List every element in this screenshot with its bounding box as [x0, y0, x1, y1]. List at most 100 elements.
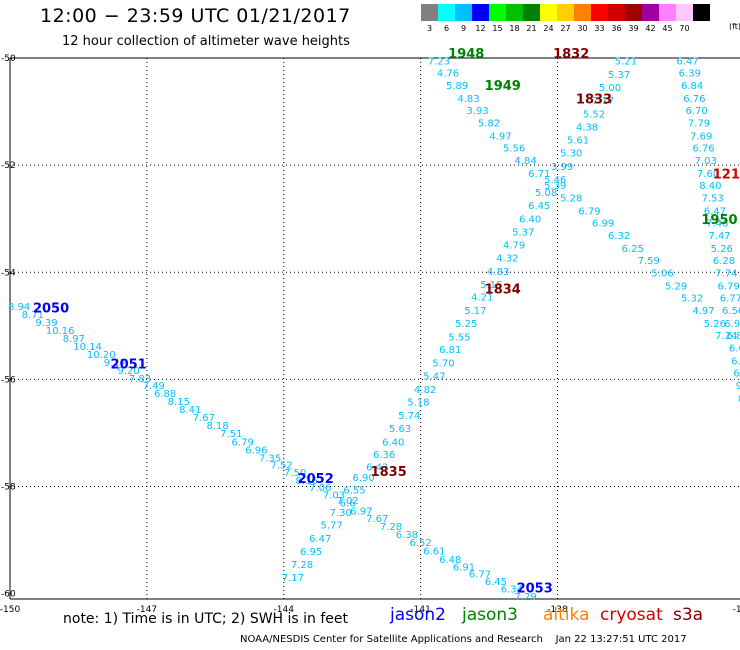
lon-tick-label: -141	[410, 605, 430, 615]
color-scale-bin: 9	[455, 4, 472, 33]
lat-tick-label: -52	[1, 161, 16, 171]
color-scale-label: 9	[460, 24, 467, 33]
wave-height-value: 8.97	[63, 334, 85, 345]
wave-height-value: 7.30	[330, 508, 352, 519]
wave-height-value: 7.28	[291, 560, 313, 571]
color-scale-label: 42	[645, 24, 656, 33]
color-swatch	[472, 4, 489, 21]
wave-height-value: 6.91	[453, 563, 475, 574]
pass-time-label: 1832	[553, 47, 589, 62]
legend-item-s3a: s3a	[673, 605, 704, 625]
legend-item-altika: altika	[543, 605, 590, 625]
wave-height-value: 7.47	[708, 231, 730, 242]
wave-height-value: 5.15	[480, 280, 502, 291]
color-swatch	[421, 4, 438, 21]
color-swatch	[574, 4, 591, 21]
color-scale: 3 6 9 12 15 18 21 24 27 30 33 36 39 42 45 70	[421, 4, 710, 33]
color-scale-bin	[693, 4, 710, 33]
pass-time-label: 2051	[111, 358, 147, 373]
wave-height-value: 6.28	[713, 256, 735, 267]
wave-height-value: 6.71	[528, 169, 550, 180]
wave-height-value: 5.17	[464, 306, 486, 317]
pass-time-label: 121	[713, 168, 740, 183]
wave-height-value: 5.08	[535, 188, 557, 199]
color-scale-label: 33	[594, 24, 605, 33]
wave-height-value: 7.51	[220, 429, 242, 440]
wave-height-value: 5.61	[567, 136, 589, 147]
footnote: note: 1) Time is in UTC; 2) SWH is in fe…	[63, 611, 349, 627]
color-scale-bin: 45	[659, 4, 676, 33]
color-scale-label: 27	[560, 24, 571, 33]
wave-height-value: 7.67	[193, 413, 215, 424]
color-scale-label: 45	[662, 24, 673, 33]
wave-height-value: 6.6	[340, 498, 356, 509]
color-swatch	[642, 4, 659, 21]
color-scale-label: 21	[526, 24, 537, 33]
color-scale-bin: 3	[421, 4, 438, 33]
wave-height-value: 6.95	[300, 547, 322, 558]
wave-height-value: 6.88	[154, 389, 176, 400]
wave-height-value: 7.79	[688, 119, 710, 130]
wave-height-value: 5.26	[704, 319, 726, 330]
wave-height-value: 6.45	[485, 577, 507, 588]
wave-height-value: 7.46	[706, 219, 728, 230]
wave-height-value: 5.82	[478, 119, 500, 130]
wave-height-value: 6.79	[578, 206, 600, 217]
wave-height-value: 5.37	[608, 70, 630, 81]
color-scale-bin: 21	[523, 4, 540, 33]
wave-height-value: 6.77	[720, 294, 740, 305]
wave-height-value: 6.68	[729, 344, 740, 355]
wave-height-value: 6.48	[439, 555, 461, 566]
lon-tick-label: -150	[0, 605, 20, 615]
color-swatch	[455, 4, 472, 21]
wave-height-value: 9.39	[35, 318, 57, 329]
wave-height-value: 6.47	[309, 534, 331, 545]
color-swatch	[489, 4, 506, 21]
wave-height-value: 6.81	[439, 345, 461, 356]
color-scale-label: 6	[443, 24, 450, 33]
wave-height-value: 8.15	[168, 397, 190, 408]
wave-height-value: 7.17	[592, 96, 614, 107]
wave-height-value: 6.47	[704, 206, 726, 217]
wave-height-value: 5.18	[407, 398, 429, 409]
wave-height-value: 5.52	[583, 109, 605, 120]
wave-height-value: 5.06	[651, 269, 673, 280]
wave-height-value: 5.63	[389, 424, 411, 435]
wave-height-value: 4.38	[576, 122, 598, 133]
wave-height-value: 5.32	[681, 294, 703, 305]
wave-height-value: 7.52	[270, 460, 292, 471]
lon-tick-label: -13	[733, 605, 740, 615]
color-scale-bin: 30	[574, 4, 591, 33]
wave-height-value: 6.32	[608, 231, 630, 242]
color-swatch	[608, 4, 625, 21]
color-swatch	[693, 4, 710, 21]
wave-height-value: 6.45	[528, 201, 550, 212]
color-scale-bin: 18	[506, 4, 523, 33]
wave-height-value: 9.28	[736, 381, 740, 392]
pass-time-label: 1949	[485, 79, 521, 94]
wave-height-value: 6.79	[717, 281, 739, 292]
color-scale-label: 36	[611, 24, 622, 33]
wave-height-value: 6.37	[731, 356, 740, 367]
color-swatch	[676, 4, 693, 21]
color-swatch	[523, 4, 540, 21]
wave-height-value: 6.77	[469, 570, 491, 581]
wave-height-value: 7.29	[514, 592, 536, 603]
credit-line: NOAA/NESDIS Center for Satellite Applica…	[240, 634, 687, 645]
wave-height-value: 8.40	[699, 181, 721, 192]
color-scale-label: 39	[628, 24, 639, 33]
pass-time-label: 2050	[33, 301, 69, 316]
pass-time-label: 2052	[298, 472, 334, 487]
wave-height-value: 5.26	[711, 244, 733, 255]
wave-height-value: 7.74	[715, 269, 737, 280]
lat-tick-label: -56	[1, 375, 16, 385]
wave-height-value: 5.70	[432, 359, 454, 370]
lat-tick-label: -54	[1, 268, 16, 278]
color-scale-bin: 39	[625, 4, 642, 33]
color-swatch	[591, 4, 608, 21]
wave-height-value: 6.76	[692, 144, 714, 155]
lon-tick-label: -144	[274, 605, 295, 615]
wave-height-value: 7.24	[715, 331, 737, 342]
color-swatch	[557, 4, 574, 21]
